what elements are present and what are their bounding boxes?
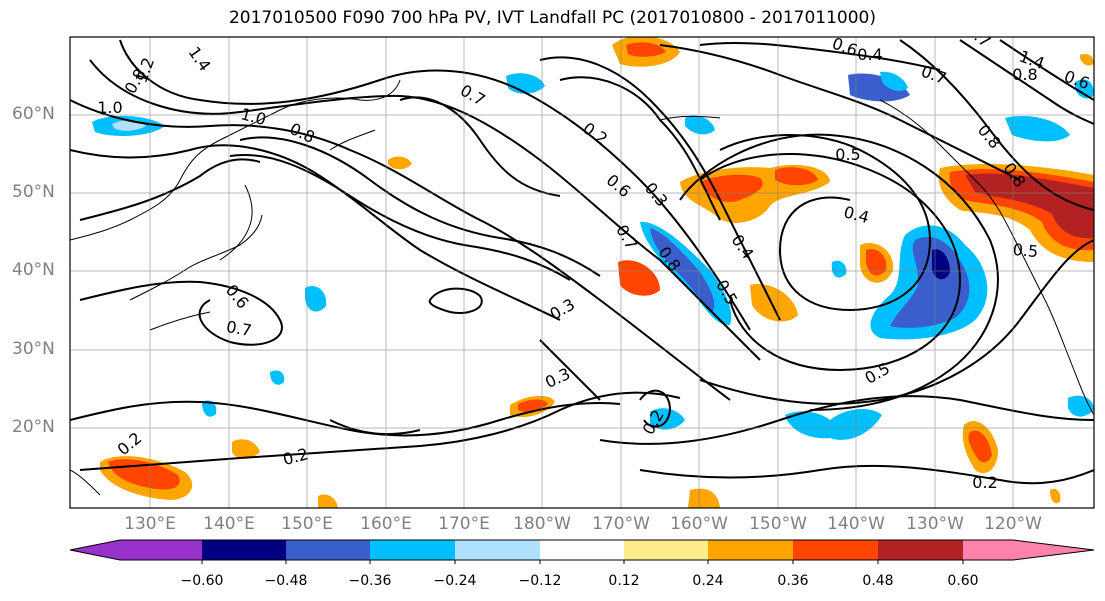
shade-cool-small	[831, 260, 847, 278]
colorbar-segment	[370, 540, 455, 560]
graticule	[70, 37, 1094, 508]
colorbar-tick-label: 0.60	[947, 573, 979, 589]
colorbar-tick-label: −0.12	[518, 573, 562, 589]
lon-label: 120°W	[984, 514, 1042, 534]
lon-label: 170°E	[438, 514, 490, 534]
shade-warm-diag	[618, 260, 660, 296]
lon-label: 140°E	[203, 514, 255, 534]
lon-label: 160°W	[670, 514, 728, 534]
contour-label: 0.7	[225, 317, 253, 340]
lon-label: 170°W	[592, 514, 650, 534]
contour-label: 1.0	[97, 98, 122, 117]
contour-label: 0.5	[1012, 240, 1039, 261]
lon-label: 180°W	[513, 514, 571, 534]
lon-label: 130°E	[124, 514, 176, 534]
colorbar-segment	[286, 540, 370, 560]
colorbar-segment	[455, 540, 540, 560]
colorbar-tick-label: −0.60	[180, 573, 224, 589]
lon-label: 130°W	[906, 514, 964, 534]
colorbar-segment	[120, 540, 202, 560]
colorbar-extend-low	[70, 540, 120, 560]
colorbar-tick-label: 0.12	[608, 573, 640, 589]
lat-label: 30°N	[12, 339, 55, 359]
contour-label: 0.2	[972, 473, 997, 492]
lon-label: 150°W	[749, 514, 807, 534]
colorbar-tick-label: −0.48	[264, 573, 308, 589]
colorbar-segment	[793, 540, 878, 560]
colorbar-segment	[540, 540, 624, 560]
lon-label: 150°E	[281, 514, 333, 534]
coastlines	[70, 79, 1094, 496]
contour-label: 0.4	[857, 45, 882, 64]
colorbar-segment	[202, 540, 286, 560]
lat-label: 60°N	[12, 104, 55, 124]
colorbar-tick-label: −0.24	[433, 573, 477, 589]
lon-label: 160°E	[360, 514, 412, 534]
shade-warm-dot	[388, 156, 412, 170]
colorbar-segment	[708, 540, 793, 560]
lat-label: 20°N	[12, 417, 55, 437]
colorbar-tick-label: 0.24	[692, 573, 724, 589]
colorbar-tick-label: −0.36	[348, 573, 392, 589]
colorbar	[69, 539, 1095, 564]
lon-label: 140°W	[827, 514, 885, 534]
contour-label: 0.8	[1012, 65, 1037, 84]
colorbar-tick-label: 0.36	[777, 573, 809, 589]
colorbar-segment	[624, 540, 708, 560]
colorbar-extend-high	[1013, 540, 1094, 560]
colorbar-segment	[878, 540, 963, 560]
pv-contours	[70, 39, 1094, 485]
map-frame	[69, 36, 1095, 509]
colorbar-segment	[963, 540, 1013, 560]
lat-label: 40°N	[12, 260, 55, 280]
map-title: 2017010500 F090 700 hPa PV, IVT Landfall…	[228, 8, 876, 28]
ivt-shading	[92, 37, 1094, 508]
colorbar-tick-label: 0.48	[862, 573, 894, 589]
lat-label: 50°N	[12, 182, 55, 202]
contour-label: 0.5	[835, 145, 860, 164]
